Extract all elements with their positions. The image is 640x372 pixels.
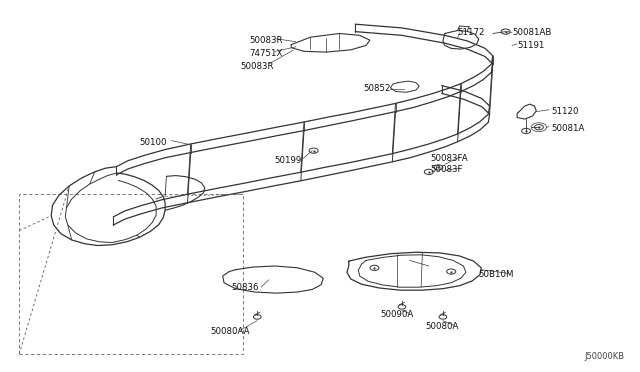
Text: 50080AA: 50080AA	[210, 327, 250, 336]
Text: 50083R: 50083R	[250, 36, 283, 45]
Text: 50081A: 50081A	[552, 124, 585, 133]
Text: 50083F: 50083F	[430, 165, 463, 174]
Text: 51120: 51120	[552, 107, 579, 116]
Text: 50199: 50199	[274, 156, 301, 165]
Text: 51191: 51191	[517, 41, 545, 50]
Text: 50083R: 50083R	[240, 62, 273, 71]
Text: 50836: 50836	[232, 283, 259, 292]
Text: 50083FA: 50083FA	[430, 154, 468, 163]
Text: 50081AB: 50081AB	[512, 28, 552, 37]
Text: 50B10M: 50B10M	[479, 270, 514, 279]
Text: 50100: 50100	[140, 138, 167, 147]
Text: 74751X: 74751X	[250, 49, 283, 58]
Text: 50852: 50852	[364, 84, 391, 93]
Bar	[19, 194, 243, 354]
Text: J50000KB: J50000KB	[584, 352, 624, 361]
Text: 51172: 51172	[458, 28, 485, 37]
Text: 50080A: 50080A	[425, 322, 458, 331]
Text: 50090A: 50090A	[380, 310, 413, 319]
